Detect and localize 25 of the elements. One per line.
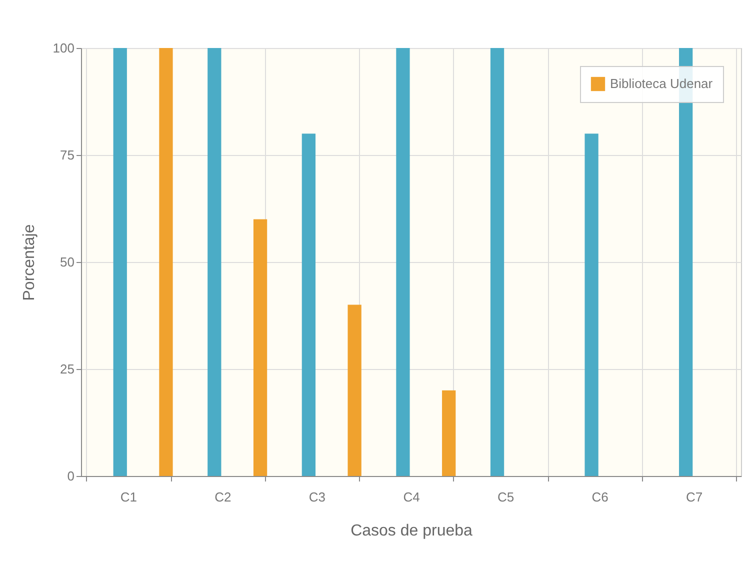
x-tick-label: C2 (214, 490, 232, 504)
x-axis-title: Casos de prueba (350, 522, 473, 540)
x-tick-label: C3 (308, 490, 326, 504)
y-tick-label: 100 (52, 40, 74, 56)
bar (113, 48, 127, 476)
x-tick-label: C6 (592, 490, 608, 504)
y-tick-label: 0 (67, 468, 74, 484)
y-axis-title: Porcentaje (20, 224, 38, 301)
bar (159, 48, 173, 476)
y-tick-label: 75 (60, 148, 74, 162)
bar (490, 48, 504, 476)
y-tick-label: 25 (60, 362, 74, 376)
x-tick-label: C7 (686, 490, 703, 504)
y-tick-label: 50 (60, 254, 74, 270)
legend-label: Biblioteca Udenar (610, 76, 714, 91)
bar (302, 134, 316, 476)
bar (584, 134, 598, 476)
bar (442, 390, 456, 476)
bar (253, 219, 268, 476)
bar (396, 48, 410, 476)
x-tick-label: C4 (403, 490, 420, 504)
bar (348, 304, 362, 476)
bar (208, 48, 222, 476)
x-tick-label: C1 (120, 490, 137, 504)
x-tick-label: C5 (497, 490, 514, 504)
